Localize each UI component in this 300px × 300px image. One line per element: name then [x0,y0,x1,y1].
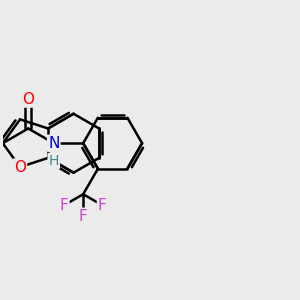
Text: N: N [48,136,59,151]
Text: H: H [49,154,59,168]
Text: F: F [79,209,88,224]
Text: O: O [22,92,34,106]
Text: O: O [14,160,26,175]
Text: F: F [98,198,107,213]
Text: F: F [60,198,68,213]
